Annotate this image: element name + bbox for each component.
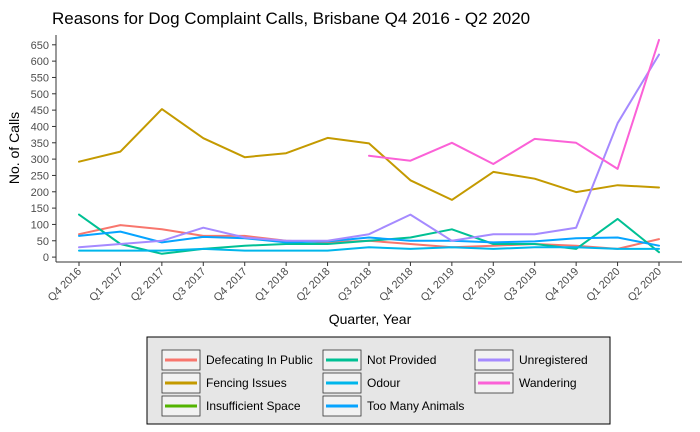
y-ticks: 0 50 100 150 200 250 300 350 400 450 500 550 600 650 <box>31 40 56 264</box>
plot-area: 050100150200250300350400450500550600650 … <box>31 35 682 304</box>
x-tick-label: Q1 2018 <box>253 266 291 304</box>
y-tick-label: 300 <box>31 154 49 166</box>
legend: Defecating In Public Fencing Issues Insuff… <box>146 336 611 425</box>
legend-label: Not Provided <box>367 353 436 367</box>
y-tick-label: 200 <box>31 187 49 199</box>
y-tick-label: 450 <box>31 105 49 117</box>
x-tick-label: Q2 2019 <box>460 266 498 304</box>
x-tick-label: Q2 2017 <box>129 266 167 304</box>
y-tick-label: 650 <box>31 40 49 52</box>
legend-label: Fencing Issues <box>206 376 287 390</box>
series-lines <box>78 38 660 255</box>
y-tick-label: 400 <box>31 121 49 133</box>
legend-items: Defecating In Public Fencing Issues Insuff… <box>161 349 588 417</box>
series-line-4 <box>78 246 660 252</box>
legend-label: Odour <box>367 376 400 390</box>
x-tick-label: Q3 2019 <box>502 266 540 304</box>
x-tick-label: Q4 2017 <box>212 266 250 304</box>
x-tick-label: Q4 2018 <box>377 266 415 304</box>
x-tick-label: Q3 2017 <box>170 266 208 304</box>
y-tick-label: 350 <box>31 138 49 150</box>
series-line-5 <box>78 230 660 247</box>
y-tick-label: 600 <box>31 56 49 68</box>
series-line-1 <box>78 108 660 201</box>
legend-label: Defecating In Public <box>206 353 313 367</box>
y-tick-label: 150 <box>31 203 49 215</box>
x-tick-label: Q2 2018 <box>294 266 332 304</box>
legend-label: Unregistered <box>519 353 588 367</box>
x-tick-label: Q4 2019 <box>543 266 581 304</box>
y-tick-label: 50 <box>37 236 49 248</box>
x-tick-label: Q4 2016 <box>46 266 84 304</box>
legend-label: Too Many Animals <box>367 399 464 413</box>
legend-label: Wandering <box>519 376 577 390</box>
y-tick-label: 250 <box>31 170 49 182</box>
y-tick-label: 550 <box>31 72 49 84</box>
chart-title: Reasons for Dog Complaint Calls, Brisban… <box>52 9 530 28</box>
x-tick-label: Q1 2019 <box>419 266 457 304</box>
x-tick-label: Q2 2020 <box>626 266 664 304</box>
y-tick-label: 0 <box>43 252 49 264</box>
series-line-7 <box>368 38 660 170</box>
y-tick-label: 500 <box>31 89 49 101</box>
x-axis-title: Quarter, Year <box>329 311 412 327</box>
series-line-6 <box>78 53 660 249</box>
y-axis-title: No. of Calls <box>6 112 22 184</box>
legend-box <box>146 336 611 425</box>
x-ticks: Q4 2016 Q1 2017 Q2 2017 Q3 2017 Q4 2017 Q1 20… <box>46 262 664 304</box>
y-tick-label: 100 <box>31 219 49 231</box>
legend-label: Insufficient Space <box>206 399 301 413</box>
x-tick-label: Q1 2017 <box>87 266 125 304</box>
x-tick-label: Q1 2020 <box>584 266 622 304</box>
x-tick-label: Q3 2018 <box>336 266 374 304</box>
